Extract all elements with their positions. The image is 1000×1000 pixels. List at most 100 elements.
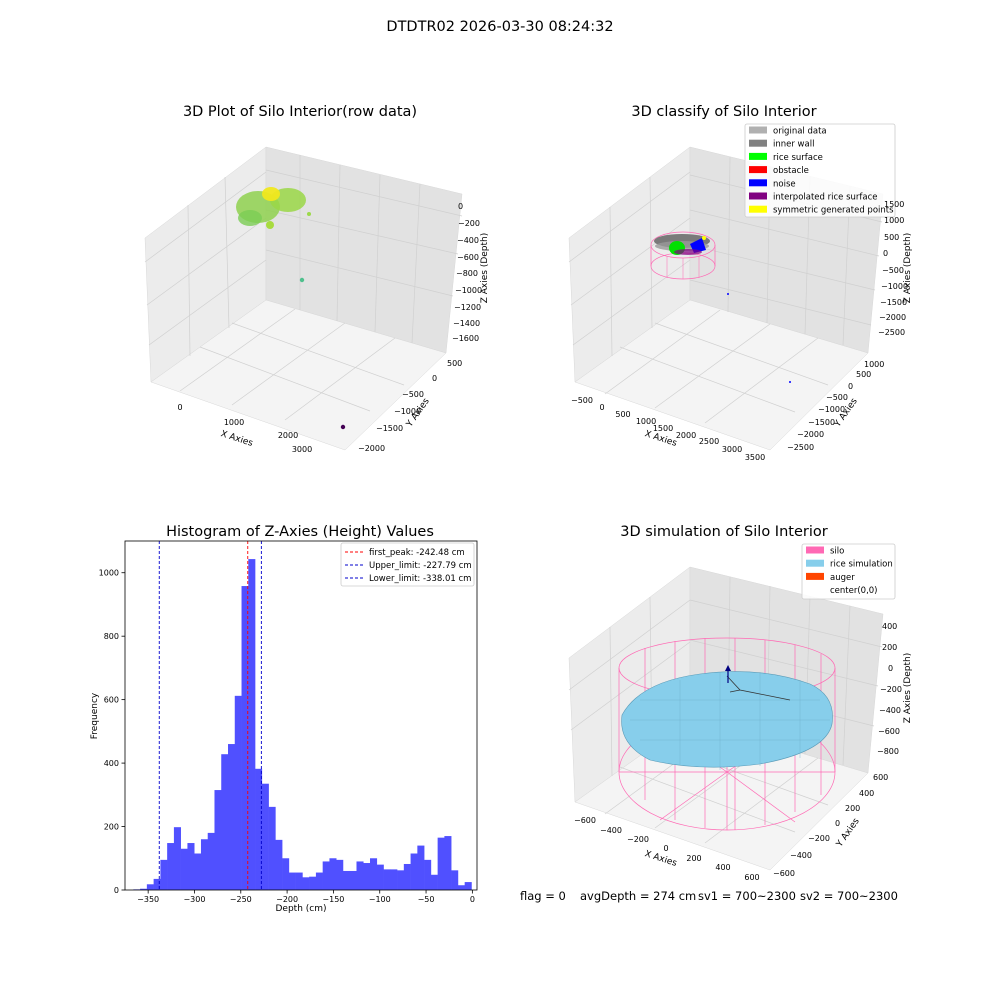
status-sv2: sv2 = 700~2300 [800,889,898,903]
histogram-bar [444,836,452,890]
histogram-bar [295,872,303,890]
panel2-legend-swatch [749,205,767,213]
panel2-classified-points [654,234,791,383]
histogram-bar [173,827,181,890]
histogram-bar [234,695,242,890]
panel1-outlier-point [299,277,305,283]
panel2-y-tick: 1000 [864,360,884,369]
panel4-x-tick: 600 [744,873,759,882]
panel2-z-axis-label: Z Axies (Depth) [903,233,913,304]
histogram-x-tick-label: −250 [230,895,252,904]
panel4-title: 3D simulation of Silo Interior [620,524,827,540]
histogram-bar [376,864,384,890]
panel2-x-tick: 1000 [636,417,656,426]
panel4-z-tick: 400 [882,622,897,631]
panel2-z-tick: −2500 [878,328,905,337]
histogram-y-axis-label: Frequency [90,692,100,739]
panel4-x-ticks: −600 −400 −200 0 200 400 600 [574,816,760,882]
histogram-y-tick-label: 400 [104,759,119,768]
histogram-bar [370,858,378,890]
histogram-x-axis-label: Depth (cm) [275,904,326,914]
panel4-legend-label: rice simulation [830,560,893,570]
histogram-x-tick-label: −100 [369,895,391,904]
panel4-legend-label: silo [830,547,844,557]
histogram-x-tick-label: −350 [137,895,159,904]
panel2-y-tick: −2500 [787,443,814,452]
histogram-bar [241,586,249,890]
panel1-y-ticks: 500 0 −500 −1000 −1500 −2000 [358,359,462,453]
panel2-z-tick: −2000 [879,313,906,322]
histogram-bar [397,870,405,890]
histogram-x-tick-label: 0 [470,895,475,904]
histogram-y-tick-label: 200 [104,823,119,832]
panel2-y-tick: −1000 [818,405,845,414]
panel1-y-tick: 500 [447,359,462,368]
panel1-y-tick: −1000 [394,407,421,416]
panel2-legend-swatch [749,139,767,147]
histogram-bar [282,858,290,890]
panel1-cloud-drip [266,221,274,229]
panel1-cloud-top [262,187,280,201]
histogram-y-tick-label: 1000 [99,569,119,578]
panel2-y-tick: −2000 [797,430,824,439]
histogram-bar [424,859,432,890]
panel1-z-tick: −600 [457,253,479,262]
panel1-z-tick: −1600 [452,334,479,343]
histogram-bar [146,884,154,890]
panel4-z-tick: −600 [878,727,900,736]
histogram-bars [133,559,472,890]
panel4-rice-surface [621,665,833,770]
histogram-bar [288,872,296,890]
panel1-z-tick: −400 [457,236,479,245]
panel4-z-axis-label: Z Axies (Depth) [903,653,913,724]
panel2-x-tick: 0 [599,403,604,412]
histogram-bar [322,861,330,890]
panel4-legend-box [801,543,896,600]
histogram-bar [275,839,283,890]
panel1-z-axis-label: Z Axies (Depth) [480,233,490,304]
panel2-legend-swatch [749,152,767,160]
histogram-bar [302,877,310,890]
histogram-x-ticks: −350 −300 −250 −200 −150 −100 −50 0 [137,890,475,904]
histogram-bar [457,885,465,890]
histogram-bar [194,853,202,890]
panel2-x-tick: 1500 [653,424,673,433]
panel2-gridlines [568,156,883,424]
panel2-x-tick: 3500 [745,453,765,462]
panel2-legend-swatch [749,126,767,134]
status-flag: flag = 0 [520,889,566,903]
panel4-z-tick: −200 [880,685,902,694]
panel4-z-tick: −800 [877,747,899,756]
panel1-y-tick: −500 [402,390,424,399]
histogram-x-tick-label: −200 [276,895,298,904]
panel2-legend-label: noise [773,179,796,189]
histogram-bar [430,874,438,890]
panel2-x-tick: −500 [571,396,593,405]
panel4-y-tick: 0 [835,819,840,828]
histogram-bar [140,888,148,890]
panel1-x-tick: 0 [177,403,182,412]
panel2-x-ticks: −500 0 500 1000 1500 2000 2500 3000 3500 [571,396,765,462]
panel4-x-tick: −600 [574,816,596,825]
panel4-y-tick: −400 [790,851,812,860]
panel4-z-ticks: 400 200 0 −200 −400 −600 −800 [877,622,902,756]
histogram-title: Histogram of Z-Axies (Height) Values [166,524,434,540]
panel1-x-axis-label: X Axies [219,429,254,449]
panel4-legend-swatch [806,586,824,594]
panel4-legend-swatch [806,546,824,554]
panel4-x-tick: 0 [663,844,668,853]
histogram-bar [349,870,357,890]
panel4-x-axis-label: X Axies [643,849,678,869]
panel1-z-tick: −1200 [454,303,481,312]
panel1-z-ticks: 0 −200 −400 −600 −800 −1000 −1200 −1400 … [452,202,482,343]
histogram-bar [315,872,323,890]
panel1-floor [150,299,447,451]
panel4-y-tick: −600 [773,869,795,878]
panel2-legend-label: original data [773,127,827,137]
histogram-bar [180,848,188,890]
histogram-bar [417,845,425,890]
histogram-bar [160,859,168,890]
panel4-z-tick: 200 [882,643,897,652]
histogram-bar [255,768,263,890]
